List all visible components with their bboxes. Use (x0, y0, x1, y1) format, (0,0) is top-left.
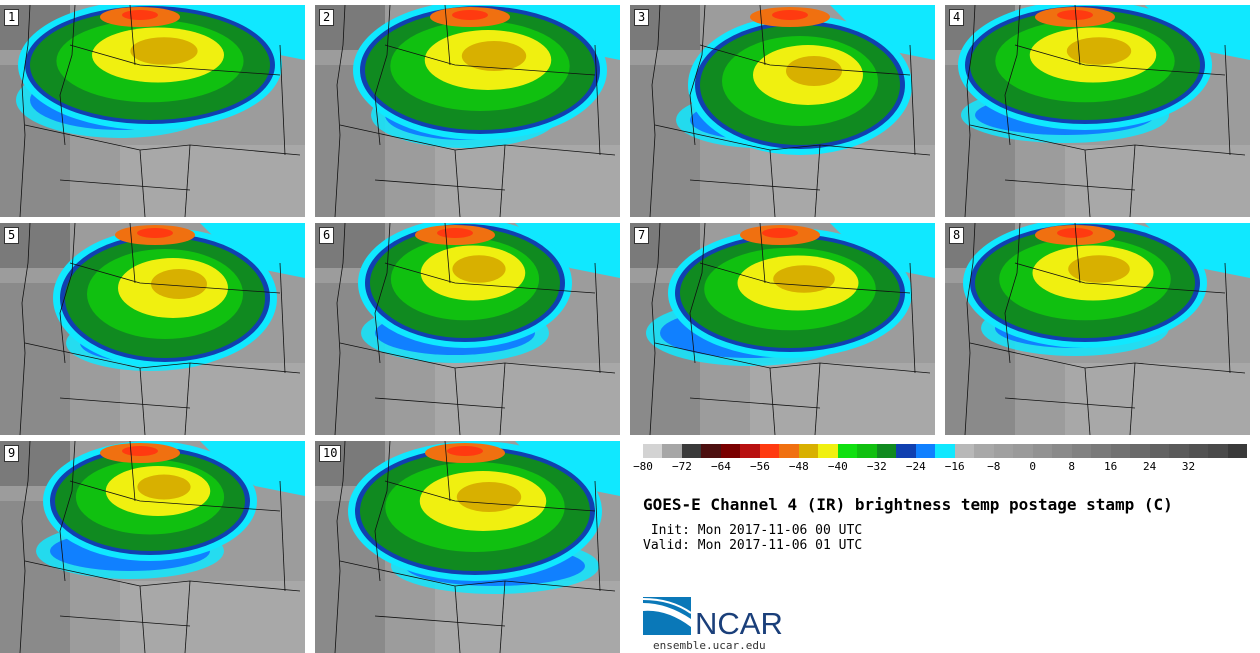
colorbar-tick-label: −16 (944, 460, 965, 473)
colorbar-tick-label: −8 (987, 460, 1001, 473)
colorbar-cell (1149, 444, 1170, 458)
colorbar-tick-label: 32 (1181, 460, 1196, 473)
colorbar-tick-label: 24 (1142, 460, 1157, 473)
colorbar-cell (662, 444, 682, 458)
stamp-map-5 (0, 223, 305, 435)
colorbar-cell (740, 444, 760, 458)
panel-number: 9 (4, 445, 20, 462)
colorbar-cell (701, 444, 721, 458)
colorbar-cell (798, 444, 819, 458)
panel-number: 6 (319, 227, 335, 244)
stamp-panel-10: 10 (315, 441, 620, 653)
panel-number: 1 (4, 9, 20, 26)
stamp-panel-9: 9 (0, 441, 305, 653)
stamp-panel-1: 1 (0, 5, 305, 217)
stamp-map-6 (315, 223, 620, 435)
panel-number: 3 (634, 9, 650, 26)
stamp-panel-3: 3 (630, 5, 935, 217)
colorbar (643, 444, 1248, 458)
stamp-panel-8: 8 (945, 223, 1250, 435)
stamp-map-10 (315, 441, 620, 653)
colorbar-tick-label: −40 (827, 460, 848, 473)
colorbar-cell (974, 444, 994, 458)
panel-number: 4 (949, 9, 965, 26)
panel-number: 2 (319, 9, 335, 26)
colorbar-tick-label: 16 (1103, 460, 1118, 473)
colorbar-cell (759, 444, 780, 458)
colorbar-cell (720, 444, 741, 458)
stamp-panel-7: 7 (630, 223, 935, 435)
colorbar-cell (643, 444, 663, 458)
panel-number: 7 (634, 227, 650, 244)
colorbar-cell (1071, 444, 1092, 458)
stamp-map-9 (0, 441, 305, 653)
colorbar-cell (1091, 444, 1111, 458)
colorbar-cell (1169, 444, 1189, 458)
stamp-map-3 (630, 5, 935, 217)
colorbar-cell (915, 444, 936, 458)
colorbar-tick-label: 0 (1029, 460, 1036, 473)
colorbar-cell (857, 444, 877, 458)
colorbar-cell (993, 444, 1014, 458)
colorbar-cell (681, 444, 702, 458)
colorbar-cell (837, 444, 858, 458)
panel-number: 10 (319, 445, 342, 462)
valid-time: Valid: Mon 2017-11-06 01 UTC (643, 538, 863, 553)
ncar-logo-text: NCAR (695, 606, 783, 639)
stamp-map-1 (0, 5, 305, 217)
colorbar-cell (935, 444, 955, 458)
colorbar-tick-label: −64 (710, 460, 731, 473)
colorbar-cell (876, 444, 897, 458)
ncar-logo: NCAR (643, 597, 783, 639)
colorbar-cell (954, 444, 975, 458)
site-url: ensemble.ucar.edu (653, 639, 766, 652)
colorbar-cell (1032, 444, 1053, 458)
colorbar-cell (1130, 444, 1150, 458)
colorbar-cell (1188, 444, 1209, 458)
panel-number: 8 (949, 227, 965, 244)
colorbar-cell (1227, 444, 1248, 458)
figure-title: GOES-E Channel 4 (IR) brightness temp po… (643, 495, 1173, 514)
colorbar-cell (1052, 444, 1072, 458)
stamp-map-8 (945, 223, 1250, 435)
colorbar-cell (896, 444, 916, 458)
stamp-panel-4: 4 (945, 5, 1250, 217)
init-time: Init: Mon 2017-11-06 00 UTC (643, 523, 863, 538)
stamp-panel-5: 5 (0, 223, 305, 435)
colorbar-tick-label: −56 (749, 460, 770, 473)
colorbar-tick-label: −72 (672, 460, 692, 473)
stamp-map-4 (945, 5, 1250, 217)
panel-number: 5 (4, 227, 20, 244)
colorbar-cell (1208, 444, 1228, 458)
colorbar-tick-label: −48 (788, 460, 809, 473)
stamp-panel-6: 6 (315, 223, 620, 435)
stamp-map-2 (315, 5, 620, 217)
colorbar-cell (1013, 444, 1033, 458)
colorbar-cell (1110, 444, 1131, 458)
colorbar-cell (779, 444, 799, 458)
stamp-panel-2: 2 (315, 5, 620, 217)
colorbar-cell (818, 444, 838, 458)
colorbar-tick-label: 8 (1068, 460, 1075, 473)
stamp-map-7 (630, 223, 935, 435)
colorbar-tick-label: −80 (633, 460, 653, 473)
colorbar-tick-label: −32 (866, 460, 887, 473)
colorbar-tick-label: −24 (905, 460, 926, 473)
colorbar-ticks: −80 −72 −64 −56 −48 −40 −32 −24 −16 −8 0 8 16 24 32 (633, 460, 1247, 476)
